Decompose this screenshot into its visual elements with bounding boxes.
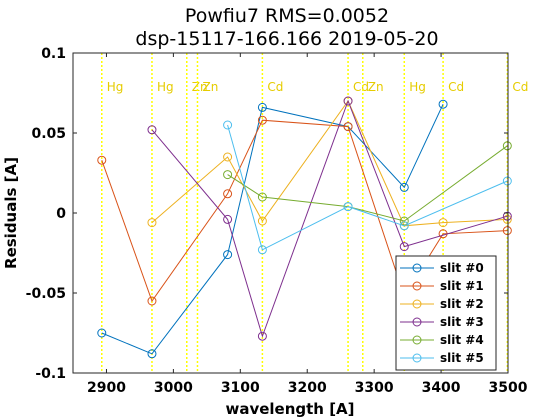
reference-line-label: Cd	[448, 80, 464, 94]
y-tick-label: 0.05	[31, 126, 66, 142]
reference-line-label: Hg	[157, 80, 174, 94]
reference-line-label: Hg	[107, 80, 124, 94]
y-tick-label: 0	[56, 206, 66, 222]
x-tick-label: 3500	[489, 380, 528, 396]
reference-line-label: Cd	[267, 80, 283, 94]
chart-title: Powfiu7 RMS=0.0052	[185, 5, 389, 27]
y-tick-label: -0.05	[26, 286, 66, 302]
x-tick-label: 3000	[154, 380, 193, 396]
chart-subtitle: dsp-15117-166.166 2019-05-20	[135, 28, 438, 50]
reference-line-label: Cd	[512, 80, 528, 94]
y-tick-label: -0.1	[35, 366, 66, 382]
legend-entry: slit #5	[440, 351, 484, 365]
legend-entry: slit #4	[440, 333, 484, 347]
reference-line-label: Zn	[368, 80, 384, 94]
reference-line-label: Zn	[202, 80, 218, 94]
legend-entry: slit #2	[440, 297, 484, 311]
x-tick-label: 3200	[288, 380, 327, 396]
x-tick-label: 3400	[422, 380, 461, 396]
legend-entry: slit #3	[440, 315, 484, 329]
x-tick-label: 3100	[221, 380, 260, 396]
x-tick-label: 2900	[87, 380, 126, 396]
reference-line-label: Cd	[353, 80, 369, 94]
x-tick-label: 3300	[355, 380, 394, 396]
legend-entry: slit #0	[440, 261, 484, 275]
y-tick-label: 0.1	[41, 46, 66, 62]
x-axis-label: wavelength [A]	[225, 400, 354, 418]
legend-entry: slit #1	[440, 279, 484, 293]
legend: slit #0 slit #1 slit #2 slit #3 slit #4 slit …	[396, 256, 496, 370]
y-axis-label: Residuals [A]	[2, 157, 20, 269]
reference-line-label: Hg	[409, 80, 426, 94]
